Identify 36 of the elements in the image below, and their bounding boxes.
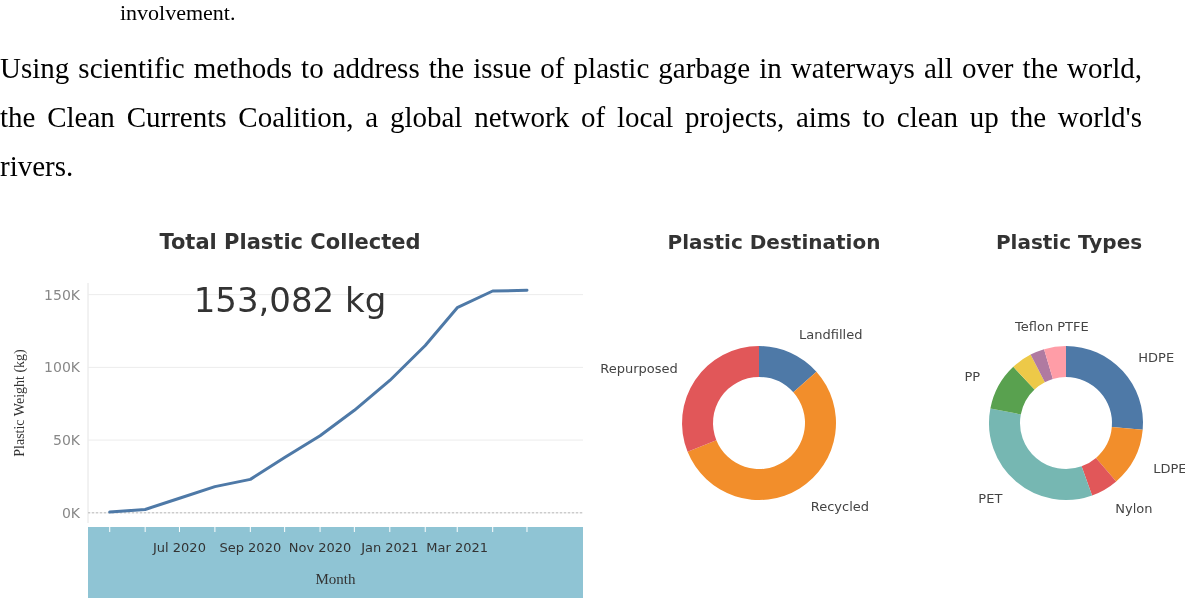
- slice-label: LDPE: [1153, 460, 1185, 476]
- chart-title: Total Plastic Collected: [159, 230, 421, 254]
- slice-label: Nylon: [1115, 500, 1153, 516]
- annotation: 153,082 kg: [193, 280, 387, 320]
- x-tick-label: Nov 2020: [288, 540, 352, 555]
- chart-title: Plastic Destination: [667, 230, 881, 254]
- y-tick-label: 150K: [44, 286, 81, 303]
- donut-slice: [1030, 349, 1053, 383]
- slice-label: PET: [978, 490, 1003, 506]
- y-tick-label: 100K: [44, 359, 81, 376]
- text: Using scientific methods to address the issue of plastic garbage in waterways all over the world, the Clean Currents Coalition, a global network of local projects, aims to clean up the world's rivers.: [0, 51, 1142, 184]
- donut-slice: [687, 371, 836, 500]
- line-series: [108, 288, 529, 514]
- slice-label: Repurposed: [600, 361, 678, 377]
- x-tick-label: Mar 2021: [426, 540, 489, 555]
- x-tick-label: Jul 2020: [152, 540, 206, 555]
- donut-slice: [990, 366, 1035, 415]
- donut-slice: [682, 346, 759, 452]
- x-axis-title: Month: [315, 571, 356, 587]
- slice-label: Teflon PTFE: [1014, 319, 1089, 335]
- donut-slice: [1095, 427, 1143, 482]
- y-tick-label: 50K: [53, 432, 81, 449]
- donut-slice: [1044, 346, 1066, 379]
- y-axis-title: Plastic Weight (kg): [12, 348, 28, 457]
- slice-label: PP: [964, 368, 981, 384]
- x-tick-label: Jan 2021: [360, 540, 419, 555]
- x-tick-label: Sep 2020: [219, 540, 282, 555]
- chart-title: Plastic Types: [995, 230, 1143, 254]
- text: involvement.: [120, 0, 236, 26]
- y-tick-label: 0K: [61, 504, 81, 521]
- slice-label: Landfilled: [799, 326, 863, 342]
- donut-slice: [759, 346, 817, 393]
- slice-label: HDPE: [1138, 349, 1175, 365]
- slice-label: Recycled: [810, 499, 870, 515]
- donut-slice: [1013, 354, 1045, 390]
- donut-slice: [1081, 457, 1117, 496]
